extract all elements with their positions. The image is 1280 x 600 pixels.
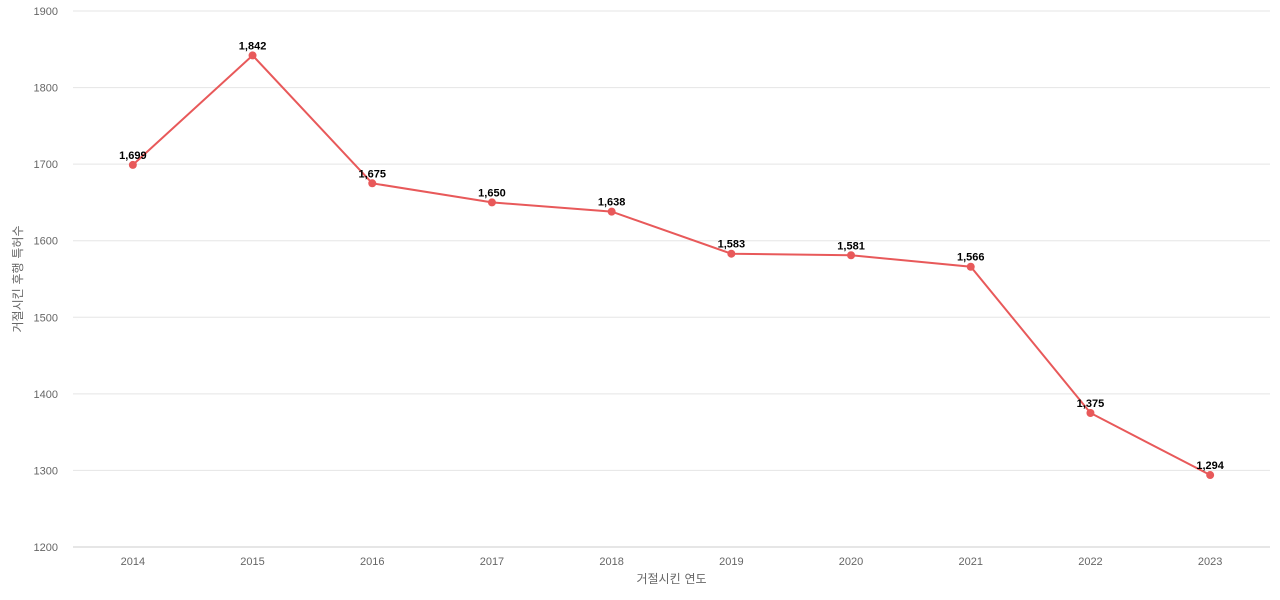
data-point-2018: [607, 207, 616, 216]
data-label-2014: 1,699: [119, 150, 147, 162]
x-tick-label-2016: 2016: [360, 556, 384, 568]
data-labels: 1,699 1,842 1,675 1,650 1,638 1,583 1,581 1,566…: [119, 40, 1225, 472]
y-tick-label-1200: 1200: [34, 542, 58, 554]
x-axis-title: 거절시킨 연도: [636, 572, 706, 586]
data-label-2019: 1,583: [718, 239, 746, 251]
data-label-2021: 1,566: [957, 252, 985, 264]
data-point-2021: [966, 262, 975, 271]
x-tick-label-2019: 2019: [719, 556, 743, 568]
data-point-2016: [368, 179, 377, 188]
data-label-2016: 1,675: [358, 168, 386, 180]
data-point-2023: [1206, 471, 1215, 480]
x-tick-label-2023: 2023: [1198, 556, 1222, 568]
data-label-2017: 1,650: [478, 187, 506, 199]
data-point-2019: [727, 249, 736, 258]
y-tick-label-1800: 1800: [34, 83, 58, 95]
data-point-2022: [1086, 409, 1095, 417]
y-tick-label-1900: 1900: [34, 6, 58, 18]
series-group: [132, 53, 1211, 476]
data-label-2023: 1,294: [1196, 460, 1224, 472]
y-tick-label-1600: 1600: [34, 236, 58, 248]
x-tick-label-2018: 2018: [599, 556, 623, 568]
data-point-2014: [128, 160, 137, 169]
y-tick-label-1400: 1400: [34, 389, 58, 401]
y-axis-ticks: 1200 1300 1400 1500 1600 1700 1800 1900: [34, 6, 58, 554]
data-label-2015: 1,842: [239, 40, 267, 52]
data-label-2018: 1,638: [598, 197, 626, 209]
y-axis-title: 거절시킨 후행 특허수: [10, 226, 25, 333]
x-tick-label-2017: 2017: [480, 556, 504, 568]
y-tick-label-1500: 1500: [34, 312, 58, 324]
x-tick-label-2022: 2022: [1078, 556, 1102, 568]
y-tick-label-1300: 1300: [34, 465, 58, 477]
x-tick-label-2021: 2021: [959, 556, 983, 568]
data-point-2020: [847, 251, 856, 260]
data-point-2015: [248, 51, 257, 60]
y-tick-label-1700: 1700: [34, 159, 58, 171]
data-point-2017: [487, 198, 496, 207]
x-tick-label-2014: 2014: [121, 556, 145, 568]
x-tick-label-2020: 2020: [839, 556, 863, 568]
data-points: [128, 51, 1215, 480]
data-label-2022: 1,375: [1077, 398, 1105, 410]
data-label-2020: 1,581: [837, 240, 865, 252]
series-line-0: [132, 53, 1211, 476]
x-axis-ticks: 2014 2015 2016 2017 2018 2019 2020 2021 2022 2023: [121, 556, 1223, 568]
x-tick-label-2015: 2015: [240, 556, 264, 568]
grid-lines: [73, 10, 1270, 471]
